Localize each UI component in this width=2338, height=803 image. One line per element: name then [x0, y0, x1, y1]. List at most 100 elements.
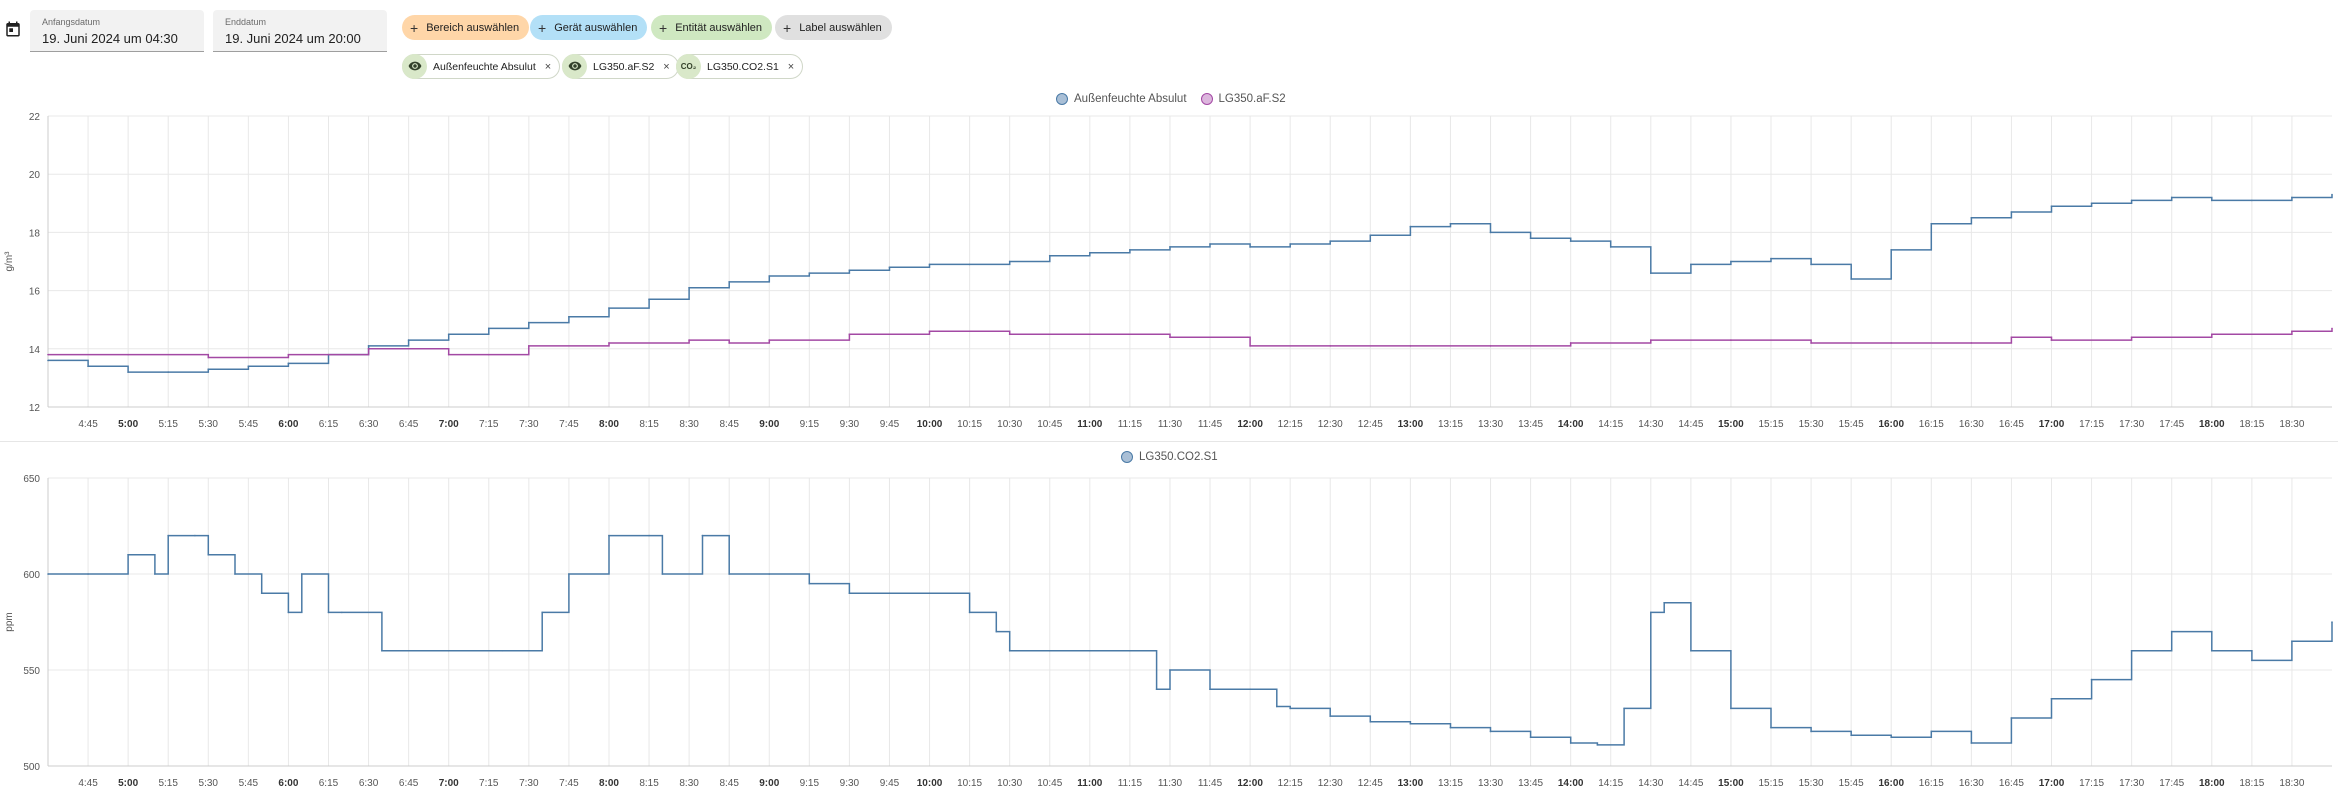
data-point: [1890, 342, 1893, 344]
co2-icon: CO₂: [676, 53, 701, 79]
calendar-icon[interactable]: [4, 19, 22, 39]
data-point: [1623, 707, 1625, 710]
data-point: [2170, 196, 2173, 199]
data-point: [1650, 339, 1652, 341]
end-date-field[interactable]: Enddatum 19. Juni 2024 um 20:00: [213, 10, 387, 52]
data-point: [1850, 734, 1852, 737]
x-tick-label: 13:15: [1438, 778, 1463, 789]
data-point: [648, 534, 650, 537]
data-point: [728, 573, 730, 575]
entity-chip-aussenfeuchte[interactable]: Außenfeuchte Absulut ×: [402, 53, 561, 79]
data-point: [2210, 333, 2213, 336]
x-tick-label: 16:00: [1878, 419, 1904, 430]
data-point: [127, 554, 129, 556]
data-point: [1770, 726, 1772, 729]
data-point: [2331, 193, 2333, 196]
eye-icon: [562, 53, 587, 79]
x-tick-label: 11:45: [1198, 419, 1223, 430]
data-point: [2050, 698, 2053, 700]
choose-entity-button[interactable]: + Entität auswählen: [651, 15, 773, 40]
x-tick-label: 5:45: [239, 778, 259, 789]
legend-item-aussenfeuchte[interactable]: Außenfeuchte Absulut: [1056, 93, 1187, 105]
data-point: [300, 573, 303, 575]
data-point: [487, 327, 490, 330]
legend-label: Außenfeuchte Absulut: [1074, 93, 1187, 105]
choose-area-button[interactable]: + Bereich auswählen: [402, 15, 530, 40]
data-point: [1690, 263, 1692, 266]
data-point: [701, 534, 704, 537]
data-point: [2010, 717, 2013, 719]
x-tick-label: 8:15: [639, 419, 659, 430]
data-point: [661, 573, 664, 575]
x-tick-label: 12:30: [1318, 419, 1343, 430]
data-point: [1155, 688, 1158, 690]
data-point: [848, 592, 851, 594]
data-point: [1970, 342, 1973, 344]
data-point: [1890, 736, 1893, 738]
data-point: [1970, 742, 1973, 744]
data-point: [541, 611, 543, 614]
data-point: [968, 263, 971, 266]
data-point: [207, 368, 210, 370]
x-tick-label: 15:00: [1718, 778, 1744, 789]
x-tick-label: 10:00: [917, 778, 943, 789]
data-point: [2050, 339, 2053, 341]
entity-chip-label: LG350.aF.S2: [593, 60, 655, 73]
x-tick-label: 7:30: [519, 419, 539, 430]
x-tick-label: 15:00: [1718, 419, 1744, 430]
choose-label-button[interactable]: + Label auswählen: [775, 15, 892, 40]
x-tick-label: 11:15: [1118, 778, 1143, 789]
start-date-label: Anfangsdatum: [42, 17, 101, 27]
data-point: [2090, 678, 2093, 681]
x-tick-label: 18:15: [2239, 778, 2264, 789]
entity-chip-lg350-co2-s1[interactable]: CO₂ LG350.CO2.S1 ×: [676, 53, 804, 79]
x-tick-label: 6:15: [319, 778, 339, 789]
filter-toolbar: Anfangsdatum 19. Juni 2024 um 04:30 Endd…: [0, 0, 2338, 80]
x-tick-label: 12:15: [1278, 419, 1303, 430]
end-date-label: Enddatum: [225, 17, 267, 27]
data-point: [1209, 243, 1211, 245]
data-point: [2331, 327, 2333, 330]
x-tick-label: 5:30: [199, 419, 219, 430]
data-point: [1810, 263, 1812, 266]
x-tick-label: 5:00: [118, 778, 138, 789]
y-tick-label: 650: [23, 474, 40, 485]
x-tick-label: 11:45: [1198, 778, 1223, 789]
y-tick-label: 22: [29, 112, 41, 123]
start-date-field[interactable]: Anfangsdatum 19. Juni 2024 um 04:30: [30, 10, 204, 52]
choose-device-button[interactable]: + Gerät auswählen: [530, 15, 648, 40]
data-point: [127, 371, 129, 373]
data-point: [447, 650, 450, 652]
data-point: [2170, 630, 2173, 633]
data-point: [928, 263, 931, 266]
legend-swatch: [1200, 93, 1213, 105]
x-tick-label: 7:45: [559, 778, 579, 789]
x-tick-label: 10:45: [1037, 778, 1062, 789]
data-point: [1890, 249, 1893, 251]
data-point: [1276, 705, 1278, 708]
close-icon[interactable]: ×: [663, 60, 670, 73]
close-icon[interactable]: ×: [787, 60, 795, 73]
data-point: [768, 573, 771, 575]
data-point: [648, 298, 650, 301]
x-tick-label: 15:30: [1799, 419, 1824, 430]
data-point: [608, 342, 610, 344]
series-line-0: [48, 534, 2333, 746]
data-point: [1249, 246, 1251, 248]
legend-item-lg350-co2-s1[interactable]: LG350.CO2.S1: [1121, 451, 1218, 463]
data-point: [1770, 257, 1772, 260]
data-point: [1970, 217, 1973, 219]
entity-chip-lg350-af-s2[interactable]: LG350.aF.S2 ×: [562, 53, 679, 79]
data-point: [848, 269, 851, 272]
data-point: [608, 534, 610, 537]
x-tick-label: 16:45: [1999, 778, 2024, 789]
data-point: [87, 365, 89, 368]
data-point: [1930, 730, 1933, 733]
close-icon[interactable]: ×: [544, 60, 552, 73]
legend-item-lg350-af-s2[interactable]: LG350.aF.S2: [1200, 93, 1286, 105]
data-point: [1489, 231, 1492, 234]
x-tick-label: 13:15: [1438, 419, 1463, 430]
data-point: [1569, 742, 1572, 744]
data-point: [888, 592, 891, 594]
x-tick-label: 9:15: [800, 419, 820, 430]
